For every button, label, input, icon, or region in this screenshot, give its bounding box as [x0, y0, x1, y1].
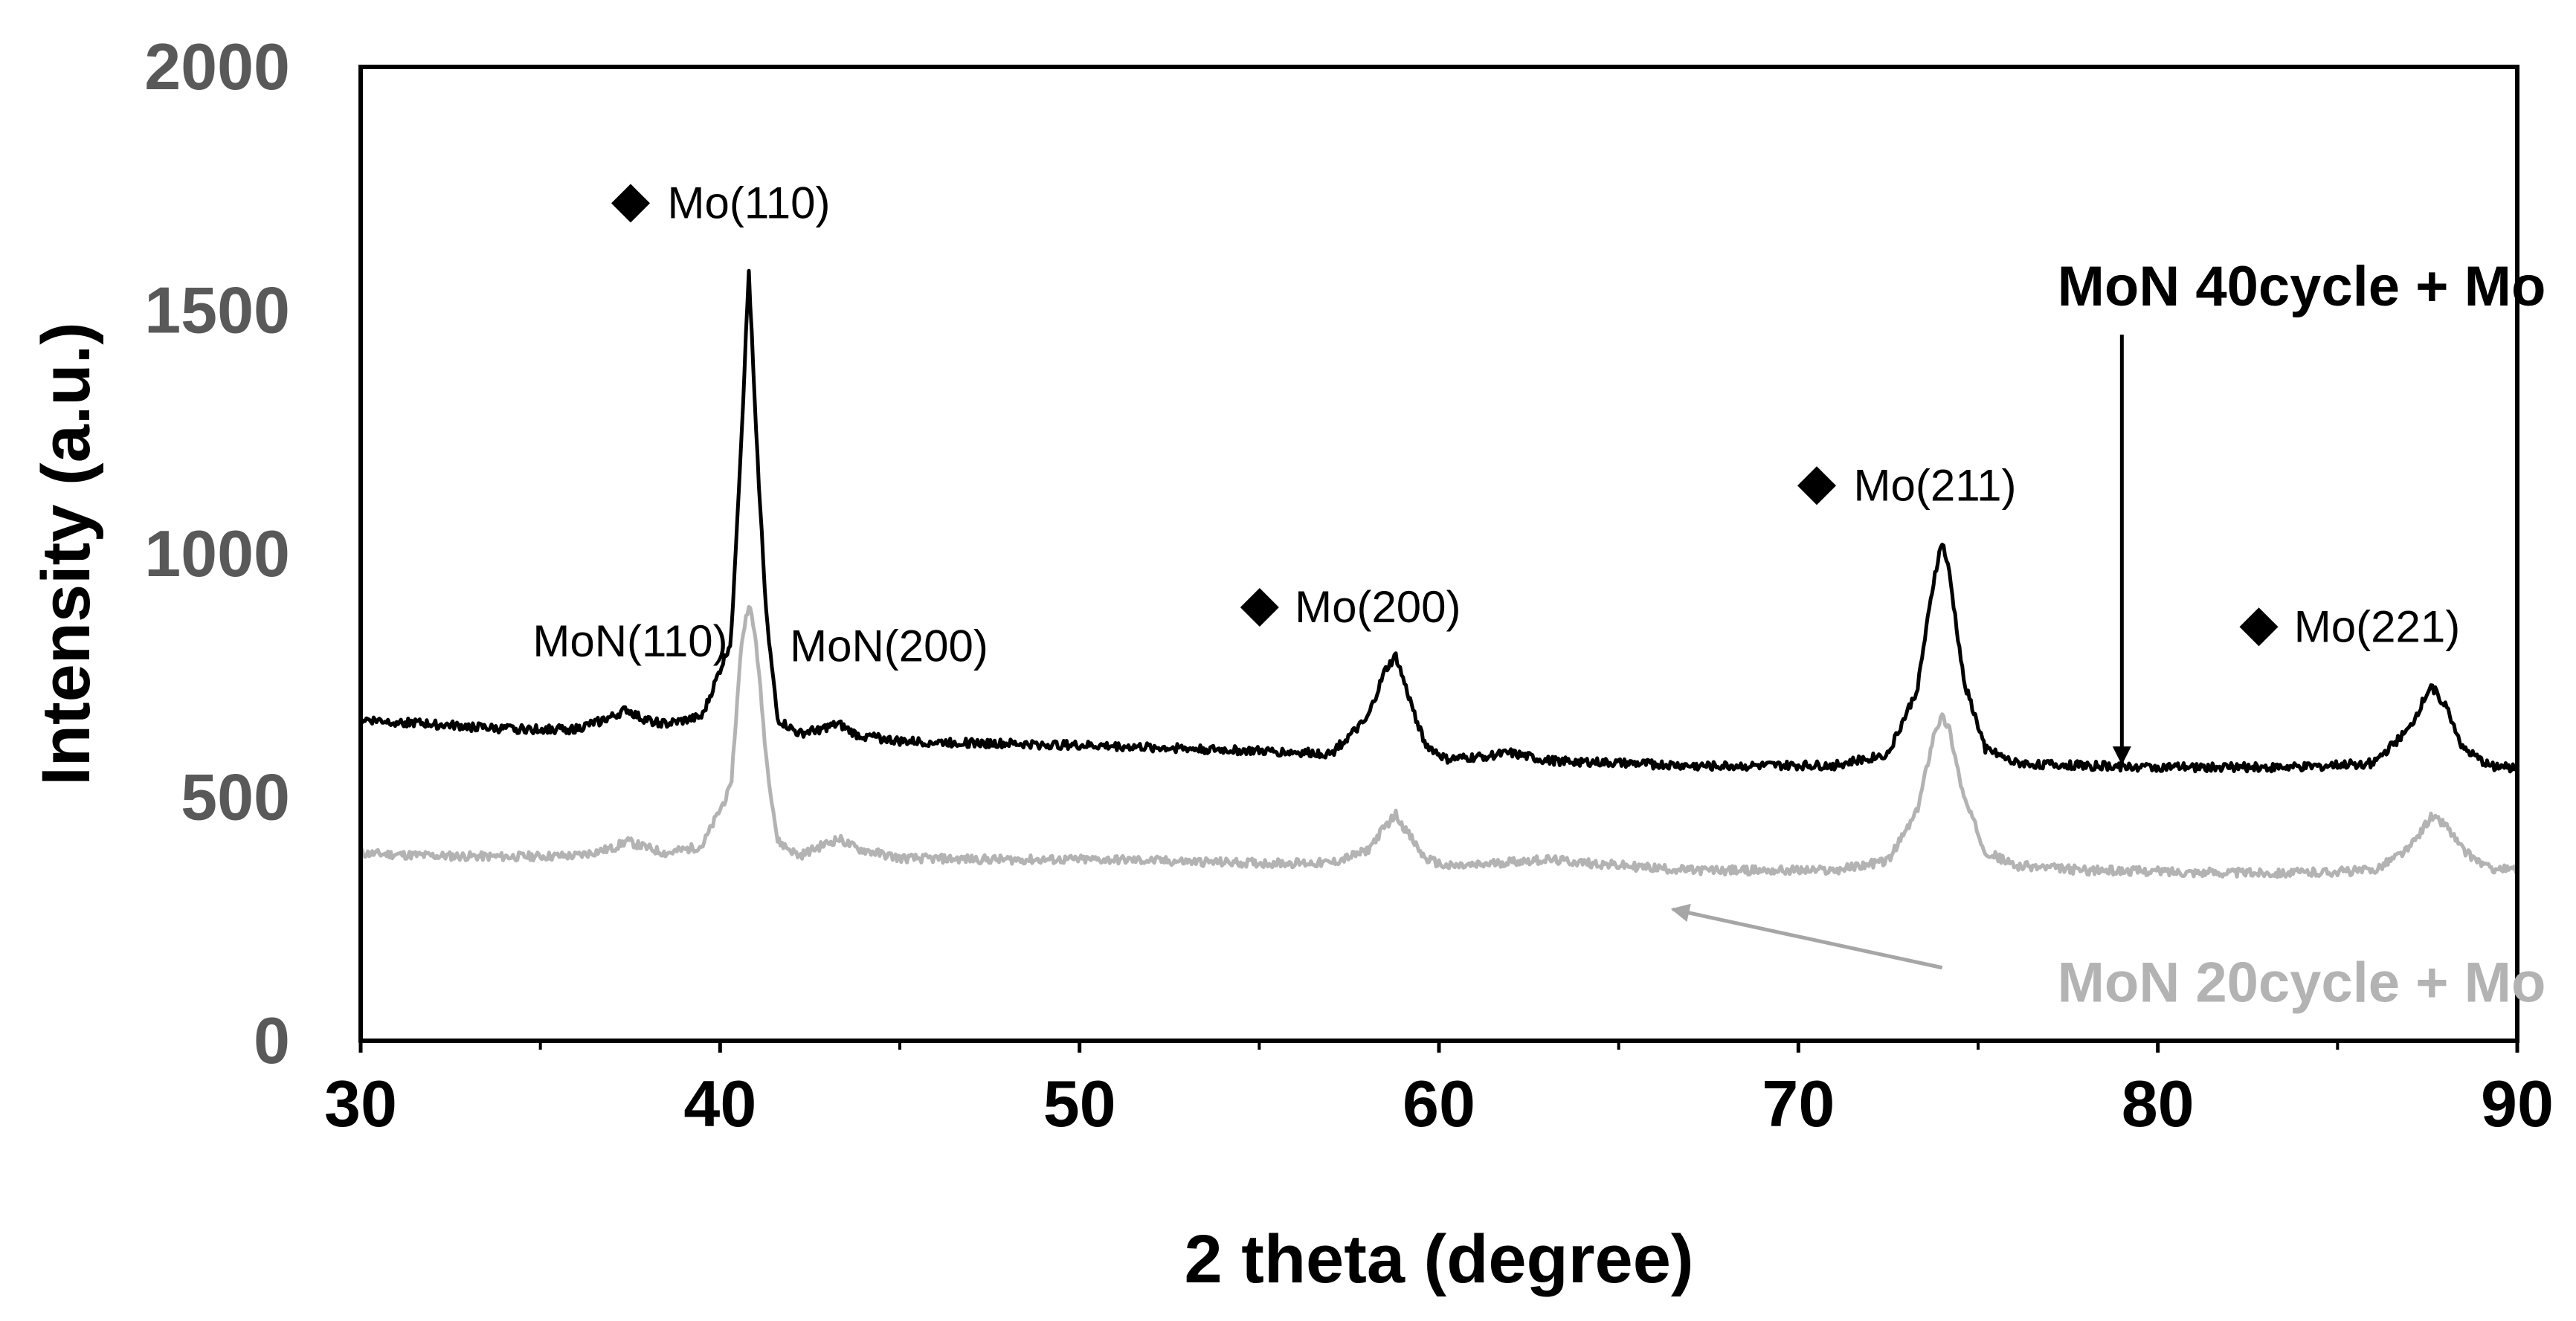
y-tick-label: 1000: [144, 517, 290, 590]
x-tick-label: 50: [1043, 1067, 1116, 1140]
peak-label-text: Mo(110): [668, 178, 831, 227]
series-line: [358, 604, 2519, 879]
y-tick-label: 2000: [144, 30, 290, 103]
x-tick-label: 40: [683, 1067, 756, 1140]
diamond-marker-icon: [1240, 588, 1279, 627]
x-tick-label: 90: [2481, 1067, 2554, 1140]
x-tick-label: 60: [1403, 1067, 1475, 1140]
peak-label-text: MoN(110): [532, 616, 727, 666]
series-annotation-label: MoN 40cycle + Mo: [2058, 255, 2546, 318]
peak-label: MoN(200): [790, 621, 988, 671]
series-annotation-label: MoN 20cycle + Mo: [2058, 951, 2546, 1014]
series-annotations: MoN 40cycle + Mo MoN 20cycle + Mo: [1670, 255, 2546, 1014]
y-axis-ticks: 0 500 1000 1500 2000: [144, 30, 290, 1077]
peak-label-text: Mo(221): [2294, 601, 2460, 651]
series-line: [358, 268, 2519, 774]
series-annotation: MoN 20cycle + Mo: [1670, 903, 2546, 1014]
x-tick-label: 70: [1762, 1067, 1835, 1140]
peak-label: Mo(200): [1240, 582, 1461, 632]
peak-label: MoN(110): [532, 616, 727, 666]
x-axis-ticks: 30 40 50 60 70 80 90: [324, 1041, 2554, 1140]
diamond-marker-icon: [2239, 607, 2279, 647]
diamond-marker-icon: [1797, 466, 1836, 506]
peak-label-text: Mo(200): [1295, 582, 1461, 632]
x-tick-label: 80: [2122, 1067, 2195, 1140]
y-axis-title: Intensity (a.u.): [28, 322, 104, 786]
x-axis-title: 2 theta (degree): [1184, 1221, 1693, 1297]
y-tick-label: 0: [254, 1004, 290, 1077]
peak-label-text: Mo(211): [1854, 460, 2017, 510]
annotation-arrow: [1670, 903, 1943, 970]
y-tick-label: 1500: [144, 274, 290, 347]
plot-frame: [358, 65, 2519, 1043]
peak-label: Mo(221): [2239, 601, 2460, 651]
peak-label: Mo(211): [1797, 460, 2016, 510]
peak-label: Mo(110): [611, 178, 830, 227]
series-annotation: MoN 40cycle + Mo: [2058, 255, 2546, 766]
y-tick-label: 500: [181, 760, 290, 834]
peak-label-text: MoN(200): [790, 621, 988, 671]
x-tick-label: 30: [324, 1067, 397, 1140]
diamond-marker-icon: [611, 184, 650, 223]
peak-labels: Mo(110) MoN(110) MoN(200) Mo(200) Mo(211) Mo(…: [532, 178, 2460, 671]
series-layer: [358, 268, 2519, 879]
